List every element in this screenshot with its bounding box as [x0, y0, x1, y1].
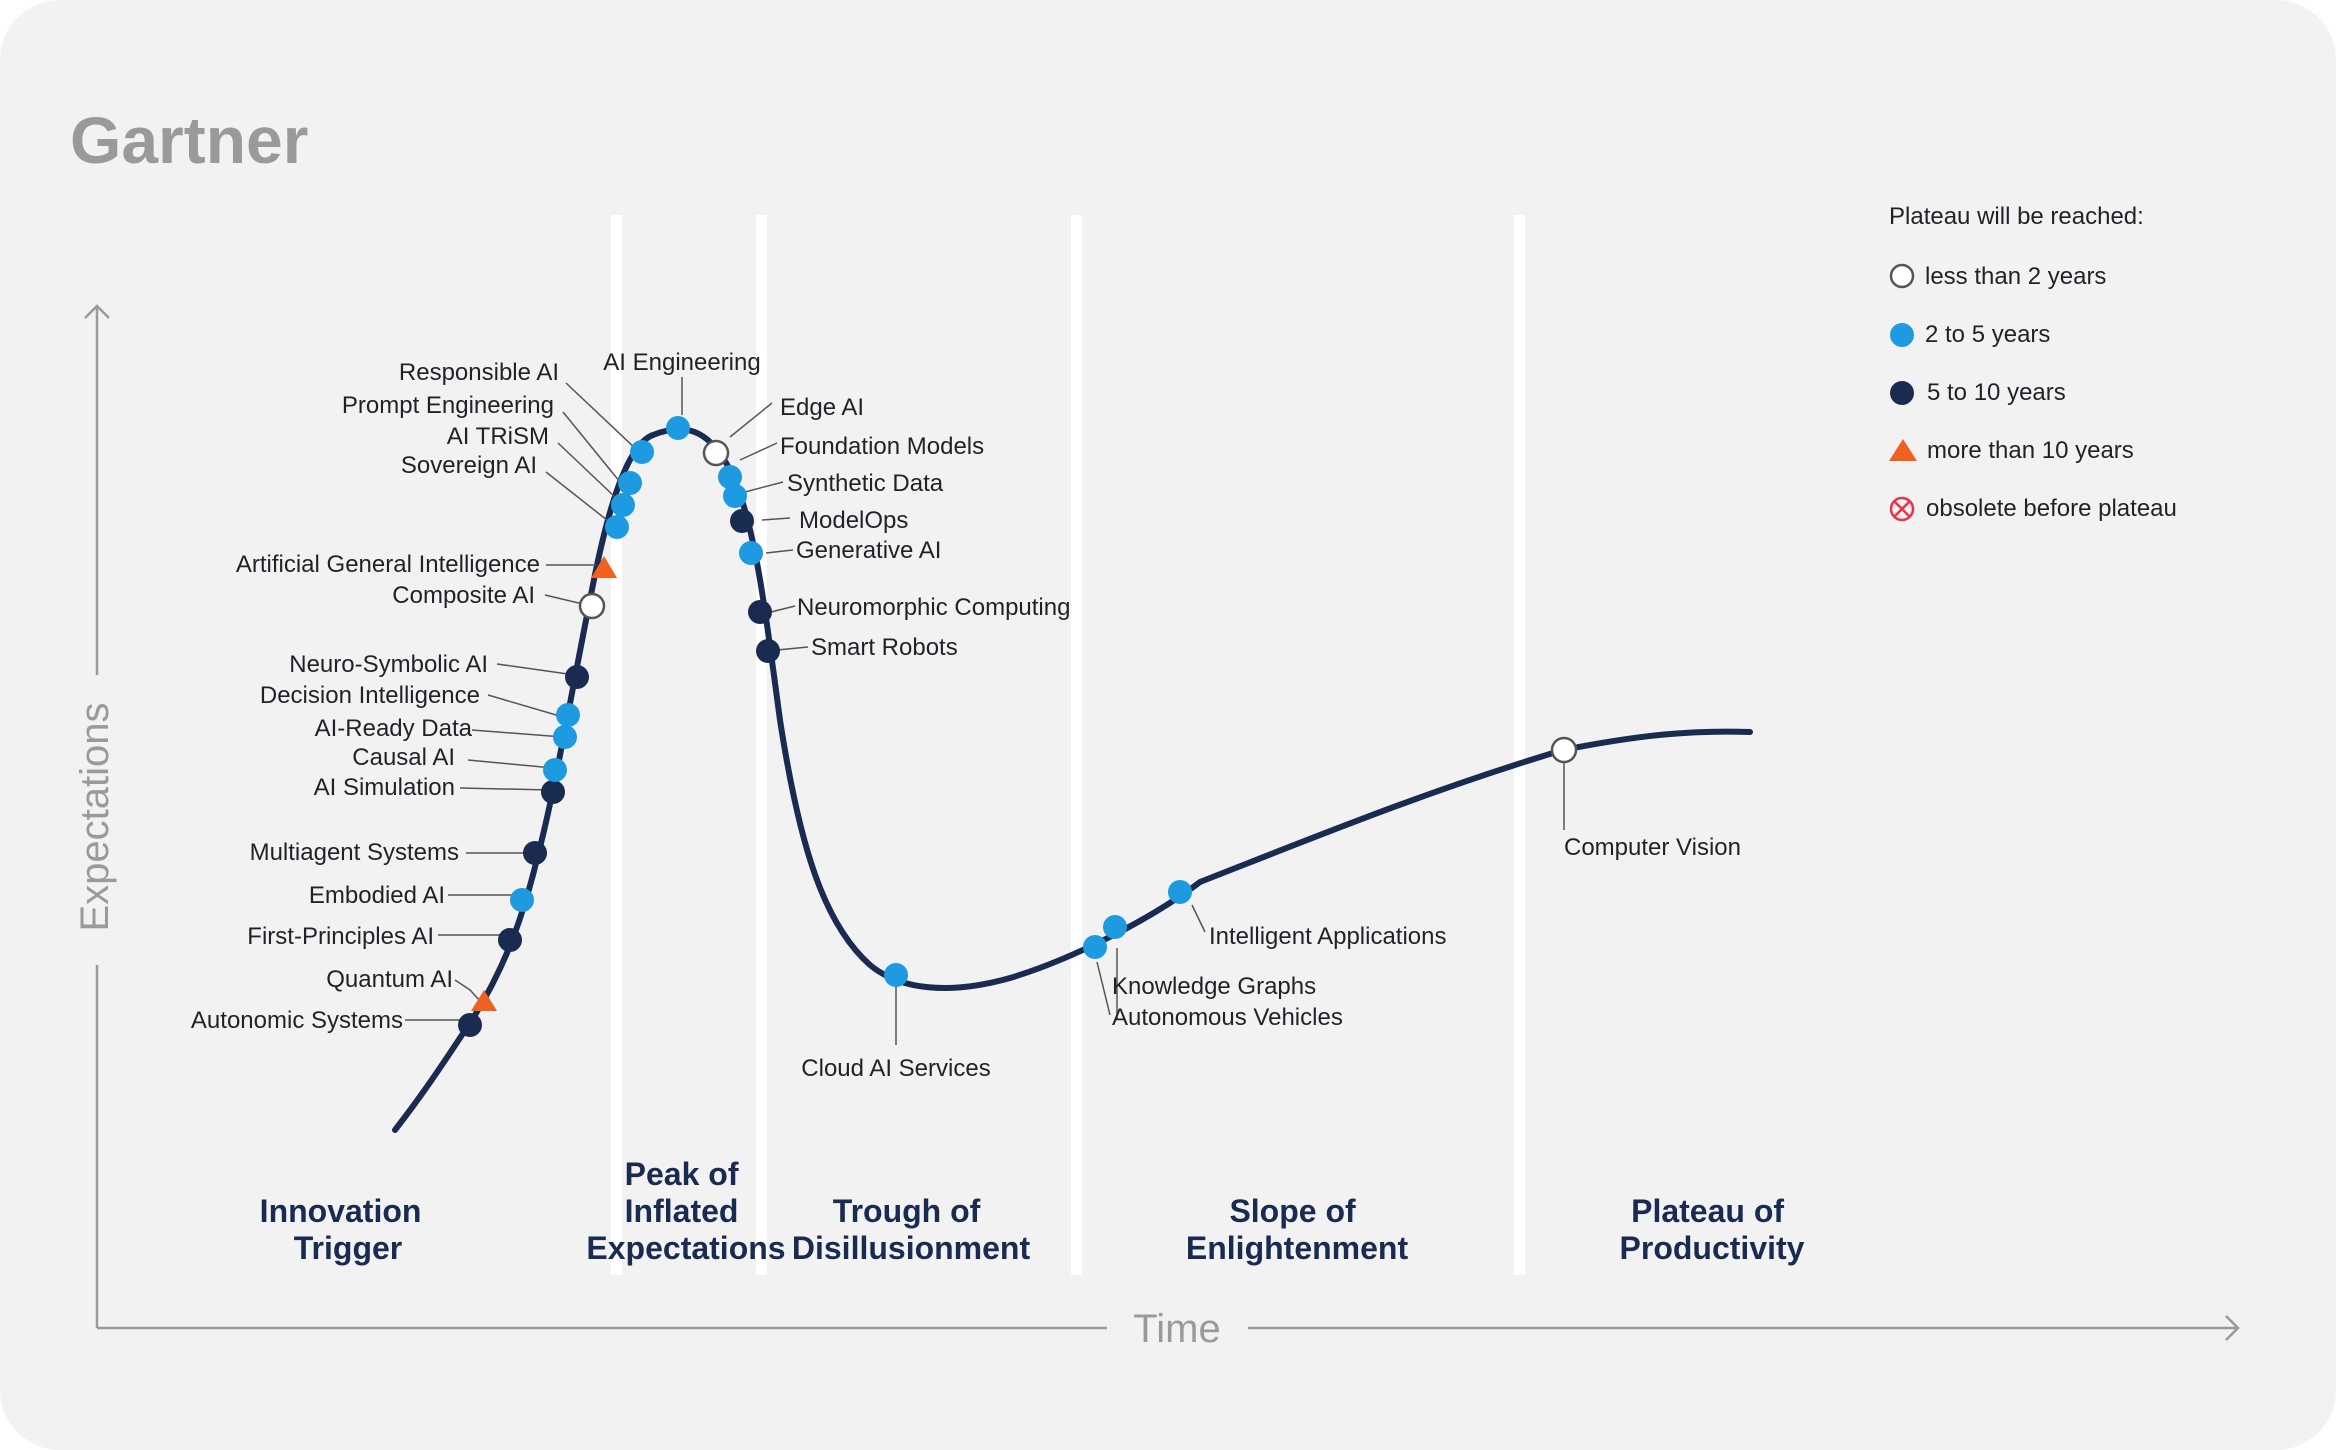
label-sovereign-ai: Sovereign AI: [401, 452, 537, 479]
marker-responsible-ai: [630, 440, 654, 464]
marker-causal-ai: [543, 758, 567, 782]
legend-blue-circle-icon: [1890, 323, 1914, 347]
label-responsible-ai: Responsible AI: [399, 359, 559, 386]
marker-artificial-general-intelligence: [591, 556, 617, 578]
label-causal-ai: Causal AI: [352, 744, 455, 771]
legend-crossed-circle-icon: [1889, 496, 1915, 522]
gartner-logo: Gartner: [70, 103, 308, 177]
point-labels: Autonomic Systems Quantum AI First-Princ…: [191, 349, 1741, 1082]
label-computer-vision: Computer Vision: [1564, 834, 1741, 861]
label-knowledge-graphs: Knowledge Graphs: [1112, 973, 1316, 1000]
marker-ai-trism: [611, 493, 635, 517]
marker-cloud-ai-services: [884, 963, 908, 987]
legend: Plateau will be reached: less than 2 yea…: [1889, 203, 2177, 522]
label-prompt-engineering: Prompt Engineering: [342, 392, 554, 419]
phase-labels: Innovation Trigger Peak of Inflated Expe…: [260, 1156, 1805, 1266]
phase-slope-of-enlightenment: Slope of Enlightenment: [1186, 1193, 1409, 1266]
marker-multiagent-systems: [523, 841, 547, 865]
legend-orange-triangle-icon: [1889, 439, 1917, 461]
leader-lines: [405, 377, 1565, 1045]
label-modelops: ModelOps: [799, 507, 908, 534]
legend-label-obsolete: obsolete before plateau: [1926, 495, 2177, 522]
label-neuromorphic-computing: Neuromorphic Computing: [797, 594, 1070, 621]
marker-prompt-engineering: [618, 471, 642, 495]
x-axis-arrow-icon: [2225, 1315, 2240, 1341]
marker-intelligent-applications: [1168, 880, 1192, 904]
legend-label-lt2: less than 2 years: [1925, 263, 2106, 290]
label-ai-trism: AI TRiSM: [447, 423, 549, 450]
marker-first-principles-ai: [498, 928, 522, 952]
legend-label-2to5: 2 to 5 years: [1925, 321, 2050, 348]
marker-modelops: [730, 509, 754, 533]
label-artificial-general-intelligence: Artificial General Intelligence: [236, 551, 540, 578]
label-ai-ready-data: AI-Ready Data: [315, 715, 473, 742]
label-foundation-models: Foundation Models: [780, 433, 984, 460]
marker-autonomous-vehicles: [1083, 935, 1107, 959]
label-edge-ai: Edge AI: [780, 394, 864, 421]
phase-plateau-of-productivity: Plateau of Productivity: [1620, 1193, 1805, 1266]
label-multiagent-systems: Multiagent Systems: [250, 839, 459, 866]
label-ai-simulation: AI Simulation: [314, 774, 455, 801]
marker-composite-ai: [578, 592, 606, 620]
phase-separator-3: [1071, 215, 1082, 1275]
label-composite-ai: Composite AI: [392, 582, 535, 609]
marker-sovereign-ai: [605, 515, 629, 539]
legend-label-5to10: 5 to 10 years: [1927, 379, 2066, 406]
marker-quantum-ai: [471, 990, 497, 1011]
marker-ai-ready-data: [553, 725, 577, 749]
marker-ai-simulation: [541, 780, 565, 804]
marker-generative-ai: [739, 541, 763, 565]
y-axis-title: Expectations: [73, 702, 117, 931]
phase-separator-2: [756, 215, 767, 1275]
marker-ai-engineering: [666, 416, 690, 440]
marker-synthetic-data: [723, 484, 747, 508]
phase-separator-4: [1514, 215, 1525, 1275]
y-axis-arrow-icon: [84, 304, 110, 319]
phase-separators: [611, 215, 1525, 1275]
phase-trough-of-disillusionment: Trough of Disillusionment: [792, 1193, 1031, 1266]
legend-title: Plateau will be reached:: [1889, 203, 2144, 230]
label-smart-robots: Smart Robots: [811, 634, 958, 661]
label-first-principles-ai: First-Principles AI: [247, 923, 434, 950]
label-synthetic-data: Synthetic Data: [787, 470, 944, 497]
label-generative-ai: Generative AI: [796, 537, 941, 564]
marker-smart-robots: [756, 639, 780, 663]
marker-neuromorphic-computing: [748, 600, 772, 624]
label-decision-intelligence: Decision Intelligence: [260, 682, 480, 709]
label-cloud-ai-services: Cloud AI Services: [801, 1055, 990, 1082]
legend-open-circle-icon: [1889, 263, 1915, 289]
label-autonomous-vehicles: Autonomous Vehicles: [1112, 1004, 1343, 1031]
label-intelligent-applications: Intelligent Applications: [1209, 923, 1447, 950]
marker-autonomic-systems: [458, 1013, 482, 1037]
marker-embodied-ai: [510, 888, 534, 912]
phase-peak-of-inflated-expectations: Peak of Inflated Expectations: [586, 1156, 785, 1266]
marker-neuro-symbolic-ai: [565, 665, 589, 689]
marker-computer-vision: [1550, 736, 1578, 764]
label-neuro-symbolic-ai: Neuro-Symbolic AI: [289, 651, 488, 678]
marker-decision-intelligence: [556, 703, 580, 727]
label-embodied-ai: Embodied AI: [309, 882, 445, 909]
label-quantum-ai: Quantum AI: [326, 966, 453, 993]
phase-separator-1: [611, 215, 622, 1275]
marker-knowledge-graphs: [1103, 915, 1127, 939]
legend-label-gt10: more than 10 years: [1927, 437, 2134, 464]
marker-edge-ai: [702, 439, 730, 467]
label-autonomic-systems: Autonomic Systems: [191, 1007, 403, 1034]
x-axis-title: Time: [1133, 1307, 1220, 1351]
axes: Time Expectations: [73, 304, 2240, 1351]
markers: [458, 416, 1578, 1037]
phase-innovation-trigger: Innovation Trigger: [260, 1193, 431, 1266]
marker-foundation-models: [718, 465, 742, 489]
legend-navy-circle-icon: [1890, 381, 1914, 405]
label-ai-engineering: AI Engineering: [603, 349, 760, 376]
